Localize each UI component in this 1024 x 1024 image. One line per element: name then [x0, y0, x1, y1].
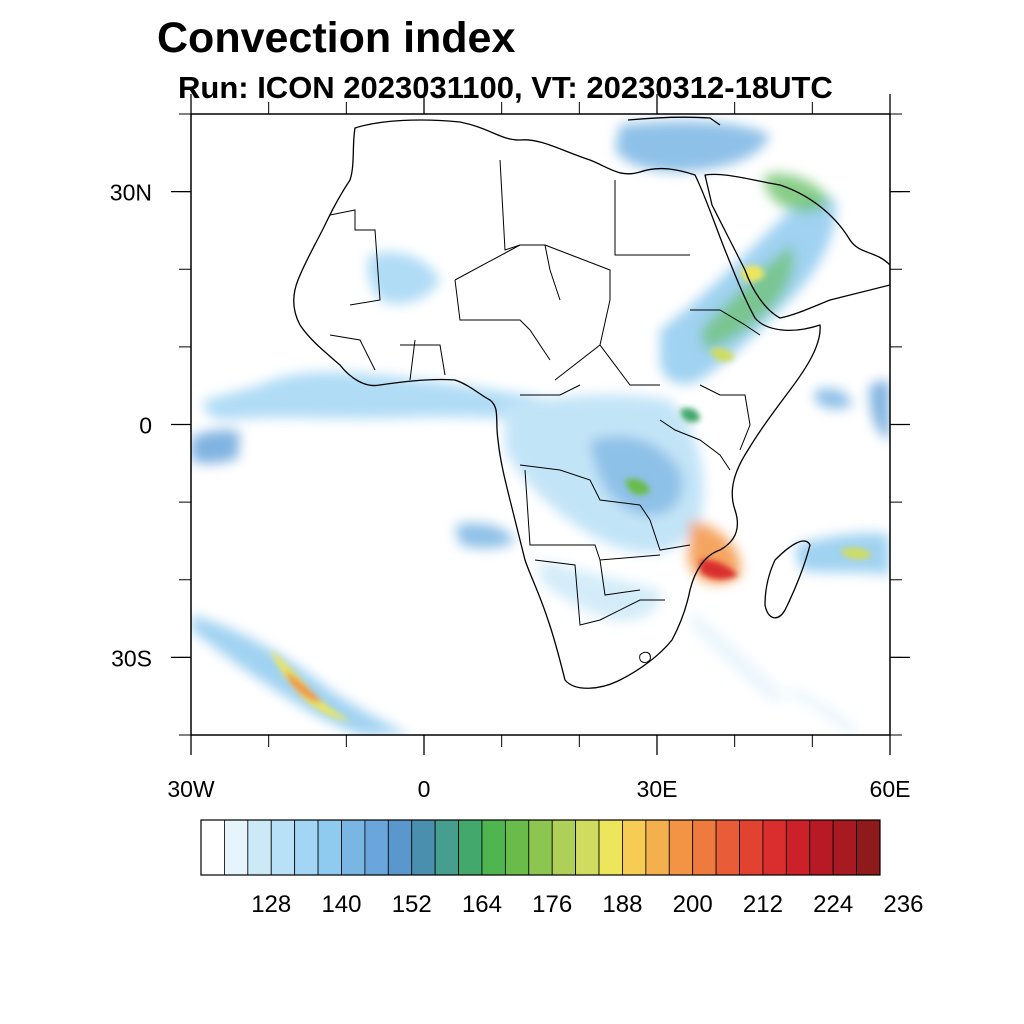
colorbar-swatch: [575, 819, 600, 876]
map-area: [191, 116, 890, 735]
colorbar: 128 140 152 164 176 188 200 212 224 236: [200, 819, 923, 918]
colorbar-label: 128: [251, 891, 291, 918]
colorbar-swatch: [270, 819, 296, 876]
colorbar-swatch: [598, 819, 623, 876]
colorbar-label: 236: [883, 891, 923, 918]
lon-tick-label: 30W: [167, 776, 215, 802]
colorbar-border: [200, 819, 881, 876]
colorbar-swatch: [504, 819, 530, 876]
colorbar-swatch: [411, 819, 436, 876]
colorbar-label: 176: [532, 891, 572, 918]
colorbar-label: 164: [462, 891, 502, 918]
colorbar-swatch: [364, 819, 389, 876]
colorbar-swatch: [294, 819, 319, 876]
coastlines: [293, 116, 890, 689]
colorbar-swatch: [762, 819, 787, 876]
colorbar-label: 200: [673, 891, 713, 918]
colorbar-swatch: [551, 819, 577, 876]
colorbar-swatch: [715, 819, 740, 876]
colorbar-label: 140: [321, 891, 361, 918]
colorbar-swatch: [341, 819, 366, 876]
colorbar-swatch: [809, 819, 834, 876]
colorbar-swatch: [458, 819, 483, 876]
convection-field: [191, 121, 890, 735]
lat-tick-label: 0: [139, 413, 152, 439]
colorbar-swatch: [739, 819, 764, 876]
colorbar-swatch: [434, 819, 459, 876]
map-axes: 30N 0 30S 30W 0 30E 60E: [110, 94, 911, 802]
map-title: Convection index: [157, 14, 516, 62]
colorbar-swatch: [832, 819, 857, 876]
colorbar-swatch: [200, 819, 225, 876]
lon-tick-label: 60E: [870, 776, 911, 802]
colorbar-swatch: [785, 819, 811, 876]
colorbar-label: 212: [743, 891, 783, 918]
lon-tick-label: 30E: [637, 776, 678, 802]
colorbar-swatch: [645, 819, 670, 876]
colorbar-swatch: [856, 819, 881, 876]
lat-tick-label: 30S: [111, 645, 152, 671]
colorbar-swatch: [692, 819, 717, 876]
map-subtitle: Run: ICON 2023031100, VT: 20230312-18UTC: [178, 70, 833, 105]
colorbar-swatch: [668, 819, 694, 876]
colorbar-swatch: [481, 819, 506, 876]
colorbar-swatch: [528, 819, 553, 876]
colorbar-label: 224: [813, 891, 853, 918]
colorbar-swatch: [317, 819, 342, 876]
country-borders: [329, 159, 761, 663]
colorbar-label: 188: [602, 891, 642, 918]
colorbar-swatch: [224, 819, 249, 876]
colorbar-swatch: [387, 819, 413, 876]
colorbar-swatch: [622, 819, 647, 876]
colorbar-label: 152: [392, 891, 432, 918]
lon-tick-label: 0: [418, 776, 431, 802]
colorbar-swatch: [247, 819, 272, 876]
lat-tick-label: 30N: [110, 180, 152, 206]
